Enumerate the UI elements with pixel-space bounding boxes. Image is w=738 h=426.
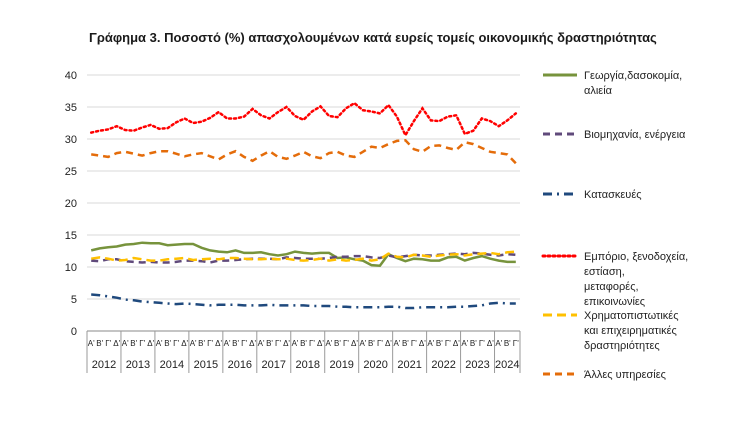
legend-label: Βιομηχανία, ενέργεια	[584, 129, 686, 141]
x-tick-label: Β'	[504, 339, 511, 348]
x-tick-label: Β'	[300, 339, 307, 348]
x-tick-label: Α'	[427, 339, 434, 348]
year-label: 2016	[228, 359, 252, 371]
legend-label: Γεωργία,δασοκομία, αλιεία	[584, 70, 682, 97]
x-tick-label: Δ'	[453, 339, 460, 348]
legend-item-3: Κατασκευές	[543, 189, 642, 201]
legend-label: Κατασκευές	[584, 189, 642, 201]
x-tick-label: Α'	[224, 339, 231, 348]
year-label: 2019	[329, 359, 353, 371]
x-tick-label: Γ'	[479, 339, 485, 348]
x-tick-label: Δ'	[147, 339, 154, 348]
x-tick-label: Δ'	[283, 339, 290, 348]
x-tick-label: Α'	[122, 339, 129, 348]
x-tick-label: Γ'	[139, 339, 145, 348]
legend-item-5: Χρηματοπιστωτικές και επιχειρηματικές δρασ…	[543, 310, 679, 352]
x-tick-label: Γ'	[343, 339, 349, 348]
legend: Γεωργία,δασοκομία, αλιεία Βιομηχανία, ενέρ…	[541, 70, 688, 381]
year-label: 2018	[296, 359, 320, 371]
x-tick-label: Γ'	[275, 339, 281, 348]
x-tick-label: Δ'	[419, 339, 426, 348]
x-tick-label: Α'	[292, 339, 299, 348]
y-tick-label: 10	[65, 262, 77, 274]
x-tick-label: Α'	[190, 339, 197, 348]
year-label: 2024	[495, 359, 519, 371]
y-tick-label: 35	[65, 102, 77, 114]
x-tick-label: Α'	[326, 339, 333, 348]
year-label: 2014	[160, 359, 184, 371]
year-label: 2013	[126, 359, 150, 371]
year-label: 2021	[397, 359, 421, 371]
x-tick-label: Γ'	[173, 339, 179, 348]
x-tick-label: Δ'	[487, 339, 494, 348]
x-tick-label: Α'	[156, 339, 163, 348]
series-line-5	[91, 250, 516, 262]
legend-label: Άλλες υπηρεσίες	[584, 369, 666, 381]
x-tick-label: Γ'	[105, 339, 111, 348]
series-line-3	[91, 293, 516, 310]
y-tick-label: 20	[65, 198, 77, 210]
year-label: 2022	[431, 359, 455, 371]
x-tick-label: Δ'	[215, 339, 222, 348]
x-tick-label: Δ'	[317, 339, 324, 348]
x-tick-label: Α'	[88, 339, 95, 348]
series-lines	[89, 101, 518, 310]
x-tick-label: Β'	[334, 339, 341, 348]
x-tick-label: Γ'	[411, 339, 417, 348]
x-tick-label: Δ'	[249, 339, 256, 348]
chart-title: Γράφημα 3. Ποσοστό (%) απασχολουμένων κα…	[89, 30, 657, 45]
x-tick-label: Γ'	[207, 339, 213, 348]
series-line-4	[89, 101, 518, 138]
legend-item-2: Βιομηχανία, ενέργεια	[543, 129, 686, 141]
legend-item-6: Άλλες υπηρεσίες	[543, 369, 666, 381]
series-line-6	[91, 139, 517, 165]
gridlines	[87, 74, 520, 300]
x-tick-label: Δ'	[385, 339, 392, 348]
y-tick-label: 30	[65, 134, 77, 146]
x-tick-label: Γ'	[241, 339, 247, 348]
x-tick-label: Γ'	[377, 339, 383, 348]
x-tick-label: Β'	[436, 339, 443, 348]
x-tick-label: Β'	[266, 339, 273, 348]
legend-item-1: Γεωργία,δασοκομία, αλιεία	[543, 70, 682, 97]
year-label: 2015	[194, 359, 218, 371]
x-tick-label: Β'	[198, 339, 205, 348]
x-tick-label: Α'	[495, 339, 502, 348]
x-tick-label: Α'	[258, 339, 265, 348]
y-tick-label: 25	[65, 166, 77, 178]
year-label: 2012	[92, 359, 116, 371]
x-tick-label: Β'	[402, 339, 409, 348]
x-tick-label: Δ'	[181, 339, 188, 348]
x-tick-label: Α'	[393, 339, 400, 348]
y-tick-label: 40	[65, 70, 77, 82]
x-tick-label: Α'	[359, 339, 366, 348]
x-tick-label: Β'	[368, 339, 375, 348]
x-tick-label: Δ'	[113, 339, 120, 348]
y-tick-label: 0	[71, 326, 77, 338]
x-tick-label: Β'	[470, 339, 477, 348]
y-tick-label: 15	[65, 230, 77, 242]
x-tick-label: Β'	[96, 339, 103, 348]
x-tick-label: Γ'	[513, 339, 519, 348]
x-tick-label: Α'	[461, 339, 468, 348]
legend-label: Χρηματοπιστωτικές και επιχειρηματικές δρασ…	[584, 310, 679, 352]
x-tick-label: Γ'	[309, 339, 315, 348]
year-label: 2023	[465, 359, 489, 371]
x-tick-label: Γ'	[445, 339, 451, 348]
year-label: 2017	[262, 359, 286, 371]
x-tick-label: Β'	[130, 339, 137, 348]
series-line-1	[90, 241, 516, 267]
x-tick-label: Δ'	[351, 339, 358, 348]
y-tick-label: 5	[71, 294, 77, 306]
year-label: 2020	[363, 359, 387, 371]
x-tick-label: Β'	[164, 339, 171, 348]
x-tick-label: Β'	[232, 339, 239, 348]
legend-item-4: Εμπόριο, ξενοδοχεία, εστίαση, μεταφορές, επ…	[541, 251, 688, 308]
legend-label: Εμπόριο, ξενοδοχεία, εστίαση, μεταφορές, επ…	[584, 251, 688, 308]
